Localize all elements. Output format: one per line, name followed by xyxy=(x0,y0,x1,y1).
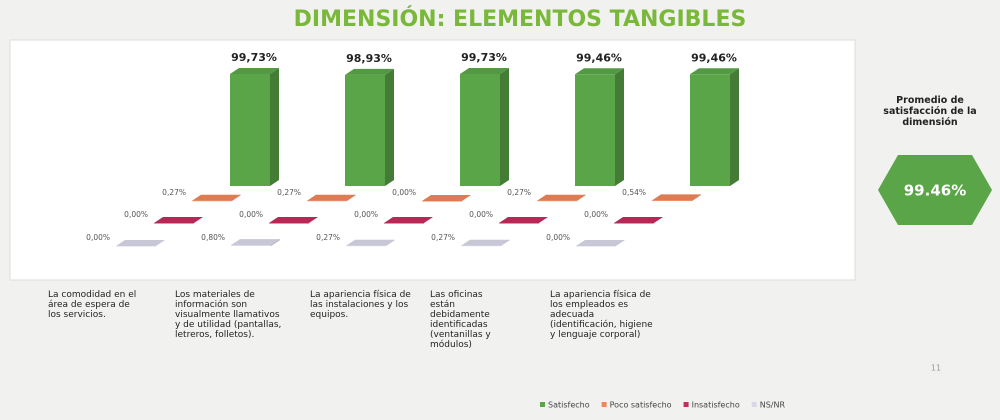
bar-top xyxy=(269,217,318,223)
bar-side xyxy=(270,68,279,186)
bar xyxy=(192,200,232,202)
bar-top xyxy=(231,239,280,246)
data-label: 99,46% xyxy=(576,51,622,64)
data-label: 0,00% xyxy=(354,210,378,219)
bar-top xyxy=(460,68,509,74)
bar-top xyxy=(537,194,586,201)
bar-side xyxy=(730,68,739,186)
data-label: 0,00% xyxy=(584,210,608,219)
side-value: 99.46% xyxy=(904,182,966,200)
bar xyxy=(690,74,730,186)
category-label: La comodidad en el área de espera de los… xyxy=(48,290,137,320)
bar xyxy=(154,223,194,224)
bar-top xyxy=(614,217,663,223)
bar xyxy=(346,245,386,247)
bar-top xyxy=(690,68,739,75)
legend-label: Insatisfecho xyxy=(692,401,740,410)
bar-side xyxy=(501,239,510,246)
bar-top xyxy=(575,68,624,75)
data-label: 0,27% xyxy=(316,233,340,242)
side-title: Promedio de satisfacción de la dimensión xyxy=(883,95,977,128)
bar-side xyxy=(615,68,624,186)
data-label: 0,27% xyxy=(277,188,301,197)
bar xyxy=(345,74,385,186)
data-label: 0,00% xyxy=(86,233,110,242)
bar xyxy=(576,246,616,247)
bar xyxy=(499,223,539,224)
bar-top xyxy=(499,217,548,223)
bar xyxy=(652,200,692,201)
bar-top xyxy=(576,240,625,246)
bar-top xyxy=(346,239,395,246)
bar-side xyxy=(347,194,356,201)
bar-top xyxy=(154,217,203,223)
data-label: 0,00% xyxy=(469,210,493,219)
bar-side xyxy=(500,68,509,186)
bar-side xyxy=(385,68,394,186)
legend-label: Poco satisfecho xyxy=(610,401,672,410)
data-label: 99,73% xyxy=(461,51,507,64)
bar xyxy=(537,200,577,202)
category-label: Las oficinas están debidamente identific… xyxy=(430,290,491,350)
hexagon xyxy=(878,155,992,225)
data-label: 0,27% xyxy=(507,188,531,197)
data-label: 0,00% xyxy=(392,188,416,197)
data-label: 99,73% xyxy=(231,51,277,64)
bar-side xyxy=(386,239,395,246)
bar-top xyxy=(307,194,356,201)
bar-top xyxy=(461,239,510,246)
legend-label: Satisfecho xyxy=(548,401,590,410)
bar-top xyxy=(422,195,471,201)
data-label: 98,93% xyxy=(346,52,392,65)
bar xyxy=(461,245,501,247)
legend-swatch xyxy=(540,402,545,407)
data-label: 0,27% xyxy=(162,188,186,197)
bar-top xyxy=(116,240,165,246)
bar-top xyxy=(384,217,433,223)
bar xyxy=(116,246,156,247)
bar-side xyxy=(692,194,701,201)
bar-side xyxy=(577,194,586,201)
page-number: 11 xyxy=(931,364,941,373)
category-label: Los materiales de información son visual… xyxy=(175,290,282,340)
bar xyxy=(460,74,500,186)
bar-top xyxy=(345,68,394,75)
data-label: 0,54% xyxy=(622,188,646,197)
bar xyxy=(422,201,462,202)
bar xyxy=(231,245,271,246)
data-label: 0,00% xyxy=(546,233,570,242)
legend-swatch xyxy=(751,402,757,407)
bar xyxy=(614,223,654,224)
bar xyxy=(384,223,424,224)
bar xyxy=(269,223,309,224)
legend-label: NS/NR xyxy=(760,401,786,410)
chart-title: DIMENSIÓN: ELEMENTOS TANGIBLES xyxy=(294,6,747,32)
bar-top xyxy=(652,194,701,201)
bar-top xyxy=(230,68,279,74)
bar xyxy=(307,200,347,202)
bar-top xyxy=(192,194,241,201)
data-label: 0,00% xyxy=(124,210,148,219)
data-label: 0,80% xyxy=(201,233,225,242)
side-title-box: Promedio de satisfacción de la dimensión xyxy=(883,95,977,128)
legend-swatch xyxy=(601,402,607,407)
data-label: 0,27% xyxy=(431,233,455,242)
data-label: 99,46% xyxy=(691,51,737,64)
bar xyxy=(230,74,270,186)
legend-swatch xyxy=(683,402,689,407)
category-label: La apariencia física de las instalacione… xyxy=(310,290,411,320)
category-label: La apariencia física de los empleados es… xyxy=(550,290,653,340)
bar xyxy=(575,74,615,186)
bar-side xyxy=(232,194,241,201)
data-label: 0,00% xyxy=(239,210,263,219)
bar-side xyxy=(271,239,280,246)
